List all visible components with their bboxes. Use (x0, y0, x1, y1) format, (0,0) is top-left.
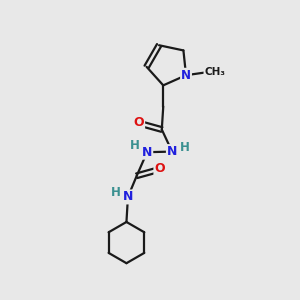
Text: O: O (134, 116, 144, 129)
Text: H: H (179, 141, 189, 154)
Text: N: N (181, 69, 191, 82)
Text: N: N (142, 146, 152, 159)
Text: H: H (130, 139, 140, 152)
Text: CH₃: CH₃ (204, 67, 225, 77)
Text: H: H (111, 186, 121, 199)
Text: N: N (167, 145, 177, 158)
Text: O: O (154, 163, 165, 176)
Text: N: N (123, 190, 133, 203)
